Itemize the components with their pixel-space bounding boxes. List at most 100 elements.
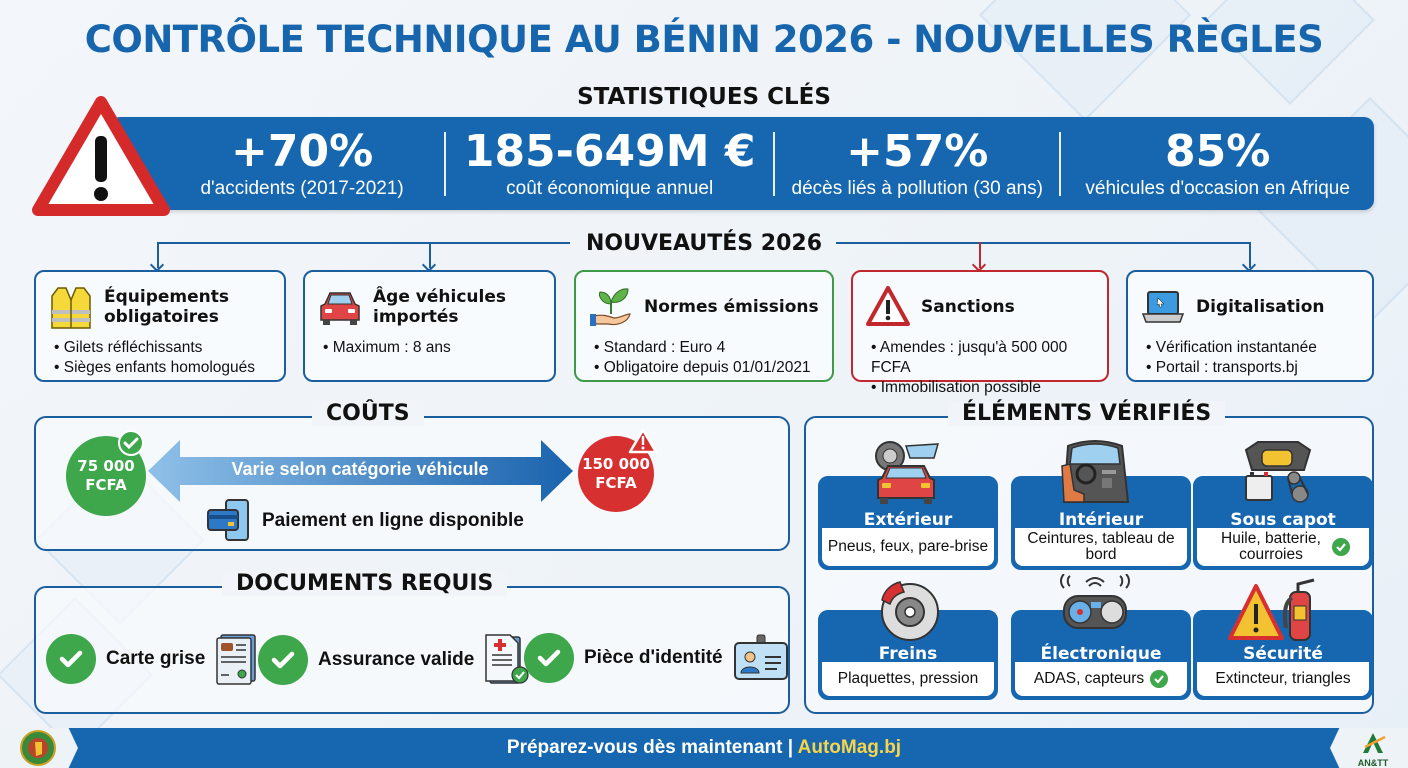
card-title: Digitalisation xyxy=(1196,297,1325,317)
laptop-icon xyxy=(1141,291,1185,323)
element-desc: Pneus, feux, pare-brise xyxy=(822,528,994,566)
element-name: Sous capot xyxy=(1230,510,1336,530)
bullet-item: Sièges enfants homologués xyxy=(54,358,272,378)
document-label: Pièce d'identité xyxy=(584,647,723,668)
connector-line xyxy=(158,242,570,244)
element-desc-text: Plaquettes, pression xyxy=(837,670,979,687)
check-icon xyxy=(1150,670,1169,688)
card-title: Âge véhicules importés xyxy=(373,287,506,327)
footer-text: Préparez-vous dès maintenant | AutoMag.b… xyxy=(0,737,1408,759)
page-title: CONTRÔLE TECHNIQUE AU BÉNIN 2026 - NOUVE… xyxy=(84,18,1324,61)
document-item: Assurance valide xyxy=(258,633,530,687)
bullet-item: Standard : Euro 4 xyxy=(594,338,820,358)
arrow-down-icon xyxy=(157,242,159,268)
car-exterior-icon xyxy=(875,441,940,504)
stat-item: +57% décès liés à pollution (30 ans) xyxy=(775,126,1059,201)
bullet-item: Obligatoire depuis 01/01/2021 xyxy=(594,358,820,378)
card-title-line1: Âge véhicules xyxy=(373,287,506,307)
anatt-logo-icon xyxy=(1363,733,1386,753)
safety-vest-icon xyxy=(51,287,91,329)
card-title: Équipements obligatoires xyxy=(104,287,229,327)
arrow-down-icon xyxy=(429,242,431,268)
range-label: Varie selon catégorie véhicule xyxy=(231,459,489,479)
bullet-item: Immobilisation possible xyxy=(871,378,1095,398)
stat-item: +70% d'accidents (2017-2021) xyxy=(160,125,444,201)
card-title: Sanctions xyxy=(921,297,1015,317)
connector-line xyxy=(836,242,1250,244)
min-cost-amount: 75 000 xyxy=(77,457,135,475)
arrow-down-icon xyxy=(1249,242,1251,268)
bullet-item: Gilets réfléchissants xyxy=(54,338,272,358)
element-card-securite: Sécurité Extincteur, triangles xyxy=(1193,610,1373,700)
element-desc-text: Pneus, feux, pare-brise xyxy=(827,538,989,555)
engine-icon xyxy=(1244,441,1312,503)
stats-heading: STATISTIQUES CLÉS xyxy=(577,84,831,110)
footer-brand-link[interactable]: AutoMag.bj xyxy=(797,737,902,758)
stat-label: décès liés à pollution (30 ans) xyxy=(791,177,1043,199)
anatt-logo-text: AN&TT xyxy=(1357,758,1389,768)
check-icon xyxy=(258,635,308,685)
document-label: Carte grise xyxy=(106,648,206,669)
check-icon xyxy=(1332,538,1350,556)
stat-value: +70% xyxy=(231,125,374,177)
element-name: Intérieur xyxy=(1058,510,1144,530)
element-desc-text: Ceintures, tableau de bord xyxy=(1027,530,1175,563)
element-desc-text: Extincteur, triangles xyxy=(1215,670,1351,687)
card-payment-icon xyxy=(207,499,249,541)
check-icon xyxy=(524,633,574,683)
warning-icon xyxy=(32,96,170,216)
footer-bar xyxy=(0,728,1408,768)
element-card-exterieur: Extérieur Pneus, feux, pare-brise xyxy=(818,476,998,570)
couts-heading: COÛTS xyxy=(312,401,424,426)
couts-panel: COÛTS xyxy=(34,401,790,551)
card-bullets: Vérification instantanée Portail : trans… xyxy=(1140,338,1360,378)
bullet-item: Amendes : jusqu'à 500 000 FCFA xyxy=(871,338,1095,378)
stat-value: 85% xyxy=(1165,125,1271,177)
document-item: Carte grise xyxy=(46,633,257,685)
element-desc: Extincteur, triangles xyxy=(1197,662,1369,696)
max-cost-amount: 150 000 xyxy=(582,455,650,473)
stats-bar: +70% d'accidents (2017-2021) 185-649M € … xyxy=(110,117,1374,210)
registration-doc-icon xyxy=(216,634,257,685)
element-name: Sécurité xyxy=(1243,644,1323,664)
range-double-arrow-icon xyxy=(148,440,573,502)
bullet-item: Portail : transports.bj xyxy=(1146,358,1360,378)
card-bullets: Standard : Euro 4 Obligatoire depuis 01/… xyxy=(588,338,820,378)
insurance-doc-icon xyxy=(485,634,529,684)
documents-panel: DOCUMENTS REQUIS xyxy=(34,571,790,714)
card-bullets: Amendes : jusqu'à 500 000 FCFA Immobilis… xyxy=(865,338,1095,398)
element-name: Électronique xyxy=(1040,644,1162,664)
element-desc: ADAS, capteurs xyxy=(1015,662,1187,696)
check-icon xyxy=(46,634,96,684)
check-icon xyxy=(118,430,144,456)
stat-item: 85% véhicules d'occasion en Afrique xyxy=(1061,125,1374,201)
document-label: Assurance valide xyxy=(318,649,475,670)
stat-label: véhicules d'occasion en Afrique xyxy=(1085,177,1350,199)
nouveaute-card-digitalisation: Digitalisation Vérification instantanée … xyxy=(1126,270,1374,382)
stat-label: d'accidents (2017-2021) xyxy=(200,177,404,199)
warning-icon xyxy=(866,286,910,326)
stat-divider xyxy=(773,131,776,196)
stat-divider xyxy=(1059,131,1062,196)
card-title: Normes émissions xyxy=(644,297,819,317)
car-interior-icon xyxy=(1061,440,1130,503)
payment-label: Paiement en ligne disponible xyxy=(262,510,524,531)
nouveautes-heading: NOUVEAUTÉS 2026 xyxy=(585,231,823,256)
stat-item: 185-649M € coût économique annuel xyxy=(446,125,773,201)
element-desc: Plaquettes, pression xyxy=(822,662,994,696)
min-cost-badge: 75 000 FCFA xyxy=(66,436,146,516)
stat-value: 185-649M € xyxy=(463,125,756,177)
element-desc-text: ADAS, capteurs xyxy=(1033,670,1145,687)
bullet-item: Maximum : 8 ans xyxy=(323,338,542,358)
ecowas-logo-icon xyxy=(20,730,56,766)
card-bullets: Maximum : 8 ans xyxy=(317,338,542,358)
element-card-sous-capot: Sous capot Huile, batterie, courroies xyxy=(1193,476,1373,570)
arrow-down-icon xyxy=(979,242,981,268)
elements-heading: ÉLÉMENTS VÉRIFIÉS xyxy=(948,401,1226,426)
card-title-line2: importés xyxy=(373,307,459,327)
car-icon xyxy=(320,292,360,325)
card-title-line2: obligatoires xyxy=(104,307,219,327)
max-cost-currency: FCFA xyxy=(595,474,637,492)
